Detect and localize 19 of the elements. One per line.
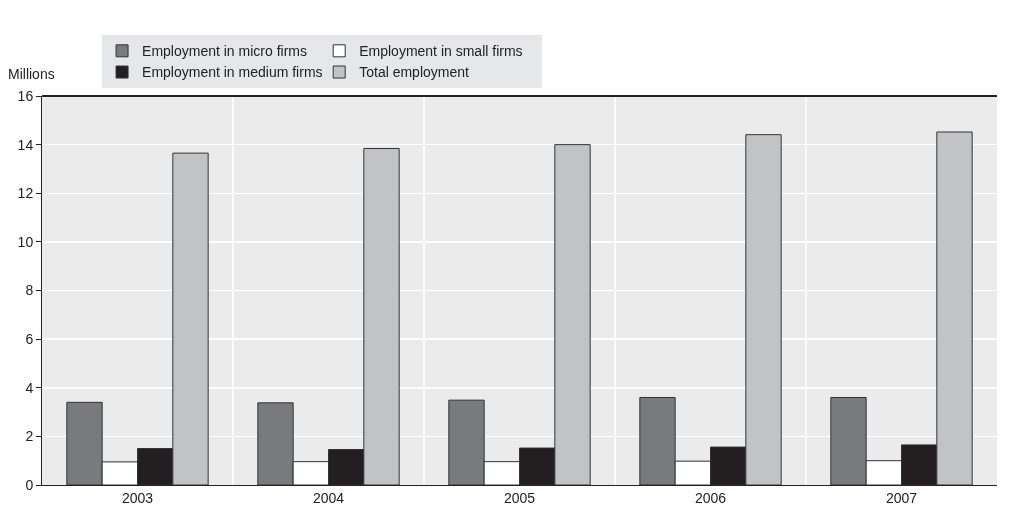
- x-tick-label: 2005: [503, 489, 536, 506]
- y-tick-label: 0: [25, 476, 34, 493]
- x-tick-label: 2006: [694, 489, 727, 506]
- x-tick-label: 2003: [121, 489, 154, 506]
- legend-label: Total employment: [359, 64, 470, 81]
- y-tick-label: 8: [25, 282, 34, 299]
- y-tick-label: 14: [17, 136, 34, 153]
- x-tick-label: 2007: [885, 489, 918, 506]
- y-tick-label: 12: [17, 185, 34, 202]
- y-tick-label: 4: [25, 379, 34, 396]
- y-tick-label: 16: [17, 87, 34, 104]
- y-tick-label: 2: [25, 428, 34, 445]
- x-tick-label: 2004: [312, 489, 345, 506]
- y-tick-label: 6: [25, 331, 34, 348]
- y-tick-label: 10: [17, 233, 34, 250]
- legend-label: Employment in micro firms: [142, 43, 307, 60]
- y-axis-title: Millions: [8, 66, 55, 82]
- legend-label: Employment in small firms: [359, 43, 523, 60]
- legend-label: Employment in medium firms: [142, 64, 323, 81]
